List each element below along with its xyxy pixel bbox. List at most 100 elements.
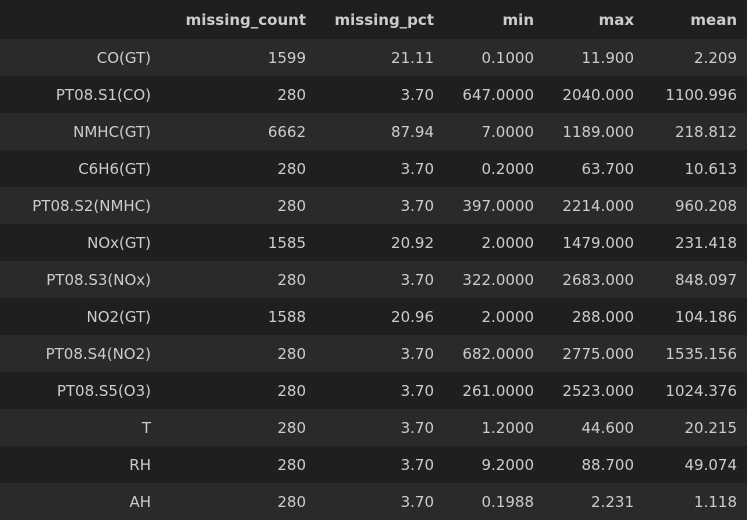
cell-mean: 2.209 xyxy=(694,48,737,67)
cell-missing-pct: 3.70 xyxy=(400,381,434,400)
table-row: AH 280 3.70 0.1988 2.231 1.118 xyxy=(0,483,747,520)
cell-mean: 49.074 xyxy=(684,455,738,474)
cell-min: 397.0000 xyxy=(462,196,534,215)
cell-missing-pct: 3.70 xyxy=(400,85,434,104)
cell-mean: 1100.996 xyxy=(665,85,737,104)
table-row: NO2(GT) 1588 20.96 2.0000 288.000 104.186 xyxy=(0,298,747,335)
cell-mean: 1024.376 xyxy=(665,381,737,400)
cell-max: 2.231 xyxy=(591,492,634,511)
cell-missing-count: 280 xyxy=(277,159,306,178)
cell-missing-count: 280 xyxy=(277,344,306,363)
cell-missing-pct: 3.70 xyxy=(400,159,434,178)
row-index-label: PT08.S5(O3) xyxy=(56,381,151,400)
cell-max: 63.700 xyxy=(581,159,635,178)
cell-min: 2.0000 xyxy=(481,307,535,326)
cell-mean: 10.613 xyxy=(684,159,738,178)
cell-max: 288.000 xyxy=(571,307,634,326)
cell-min: 2.0000 xyxy=(481,233,535,252)
table-row: PT08.S4(NO2) 280 3.70 682.0000 2775.000 1535.… xyxy=(0,335,747,372)
table-body: CO(GT) 1599 21.11 0.1000 11.900 2.209 PT08.S1(… xyxy=(0,39,747,520)
cell-missing-count: 280 xyxy=(277,85,306,104)
cell-missing-pct: 3.70 xyxy=(400,455,434,474)
cell-max: 2040.000 xyxy=(562,85,634,104)
cell-max: 2683.000 xyxy=(562,270,634,289)
cell-missing-count: 280 xyxy=(277,196,306,215)
cell-min: 322.0000 xyxy=(462,270,534,289)
cell-mean: 104.186 xyxy=(674,307,737,326)
cell-missing-count: 280 xyxy=(277,492,306,511)
row-index-label: PT08.S1(CO) xyxy=(55,85,151,104)
cell-mean: 231.418 xyxy=(674,233,737,252)
table-header: missing_count missing_pct min max mean xyxy=(0,0,747,39)
cell-missing-count: 1599 xyxy=(267,48,306,67)
cell-missing-pct: 87.94 xyxy=(391,122,434,141)
cell-missing-pct: 3.70 xyxy=(400,492,434,511)
column-header-missing-pct: missing_pct xyxy=(316,0,444,39)
cell-max: 2214.000 xyxy=(562,196,634,215)
cell-mean: 20.215 xyxy=(684,418,738,437)
cell-min: 647.0000 xyxy=(462,85,534,104)
cell-mean: 848.097 xyxy=(674,270,737,289)
cell-mean: 1535.156 xyxy=(665,344,737,363)
cell-missing-count: 280 xyxy=(277,455,306,474)
row-index-label: CO(GT) xyxy=(96,48,151,67)
row-index-label: NMHC(GT) xyxy=(73,122,151,141)
column-header-max: max xyxy=(544,0,644,39)
cell-missing-count: 280 xyxy=(277,418,306,437)
row-index-label: PT08.S4(NO2) xyxy=(45,344,151,363)
cell-missing-pct: 3.70 xyxy=(400,270,434,289)
cell-missing-count: 1588 xyxy=(267,307,306,326)
cell-max: 11.900 xyxy=(581,48,635,67)
table-row: RH 280 3.70 9.2000 88.700 49.074 xyxy=(0,446,747,483)
cell-missing-count: 6662 xyxy=(267,122,306,141)
column-header-mean: mean xyxy=(644,0,747,39)
cell-min: 9.2000 xyxy=(481,455,535,474)
table-row: T 280 3.70 1.2000 44.600 20.215 xyxy=(0,409,747,446)
cell-mean: 218.812 xyxy=(674,122,737,141)
cell-min: 7.0000 xyxy=(481,122,535,141)
row-index-label: NO2(GT) xyxy=(86,307,151,326)
cell-missing-pct: 3.70 xyxy=(400,196,434,215)
cell-missing-count: 280 xyxy=(277,381,306,400)
row-index-label: PT08.S3(NOx) xyxy=(46,270,151,289)
table-row: PT08.S2(NMHC) 280 3.70 397.0000 2214.000 960.… xyxy=(0,187,747,224)
cell-max: 44.600 xyxy=(581,418,635,437)
cell-mean: 960.208 xyxy=(674,196,737,215)
cell-max: 1189.000 xyxy=(562,122,634,141)
cell-missing-pct: 3.70 xyxy=(400,344,434,363)
cell-missing-pct: 21.11 xyxy=(391,48,434,67)
row-index-label: RH xyxy=(129,455,151,474)
header-row: missing_count missing_pct min max mean xyxy=(0,0,747,39)
row-index-label: C6H6(GT) xyxy=(78,159,151,178)
cell-min: 1.2000 xyxy=(481,418,535,437)
table-row: NOx(GT) 1585 20.92 2.0000 1479.000 231.418 xyxy=(0,224,747,261)
column-header-min: min xyxy=(444,0,544,39)
cell-missing-count: 280 xyxy=(277,270,306,289)
cell-min: 0.1000 xyxy=(481,48,535,67)
cell-max: 88.700 xyxy=(581,455,635,474)
cell-max: 1479.000 xyxy=(562,233,634,252)
cell-missing-pct: 20.96 xyxy=(391,307,434,326)
row-index-label: PT08.S2(NMHC) xyxy=(32,196,151,215)
column-header-missing-count: missing_count xyxy=(161,0,316,39)
table-row: PT08.S1(CO) 280 3.70 647.0000 2040.000 1100.9… xyxy=(0,76,747,113)
table-row: NMHC(GT) 6662 87.94 7.0000 1189.000 218.812 xyxy=(0,113,747,150)
table-row: PT08.S3(NOx) 280 3.70 322.0000 2683.000 848.0… xyxy=(0,261,747,298)
row-index-label: T xyxy=(141,418,151,437)
cell-max: 2775.000 xyxy=(562,344,634,363)
table-row: C6H6(GT) 280 3.70 0.2000 63.700 10.613 xyxy=(0,150,747,187)
cell-missing-pct: 20.92 xyxy=(391,233,434,252)
table-row: CO(GT) 1599 21.11 0.1000 11.900 2.209 xyxy=(0,39,747,76)
cell-min: 261.0000 xyxy=(462,381,534,400)
cell-mean: 1.118 xyxy=(694,492,737,511)
index-header xyxy=(0,0,161,39)
cell-max: 2523.000 xyxy=(562,381,634,400)
cell-min: 0.1988 xyxy=(481,492,535,511)
table-row: PT08.S5(O3) 280 3.70 261.0000 2523.000 1024.3… xyxy=(0,372,747,409)
cell-missing-count: 1585 xyxy=(267,233,306,252)
row-index-label: NOx(GT) xyxy=(87,233,151,252)
cell-min: 0.2000 xyxy=(481,159,535,178)
cell-min: 682.0000 xyxy=(462,344,534,363)
cell-missing-pct: 3.70 xyxy=(400,418,434,437)
